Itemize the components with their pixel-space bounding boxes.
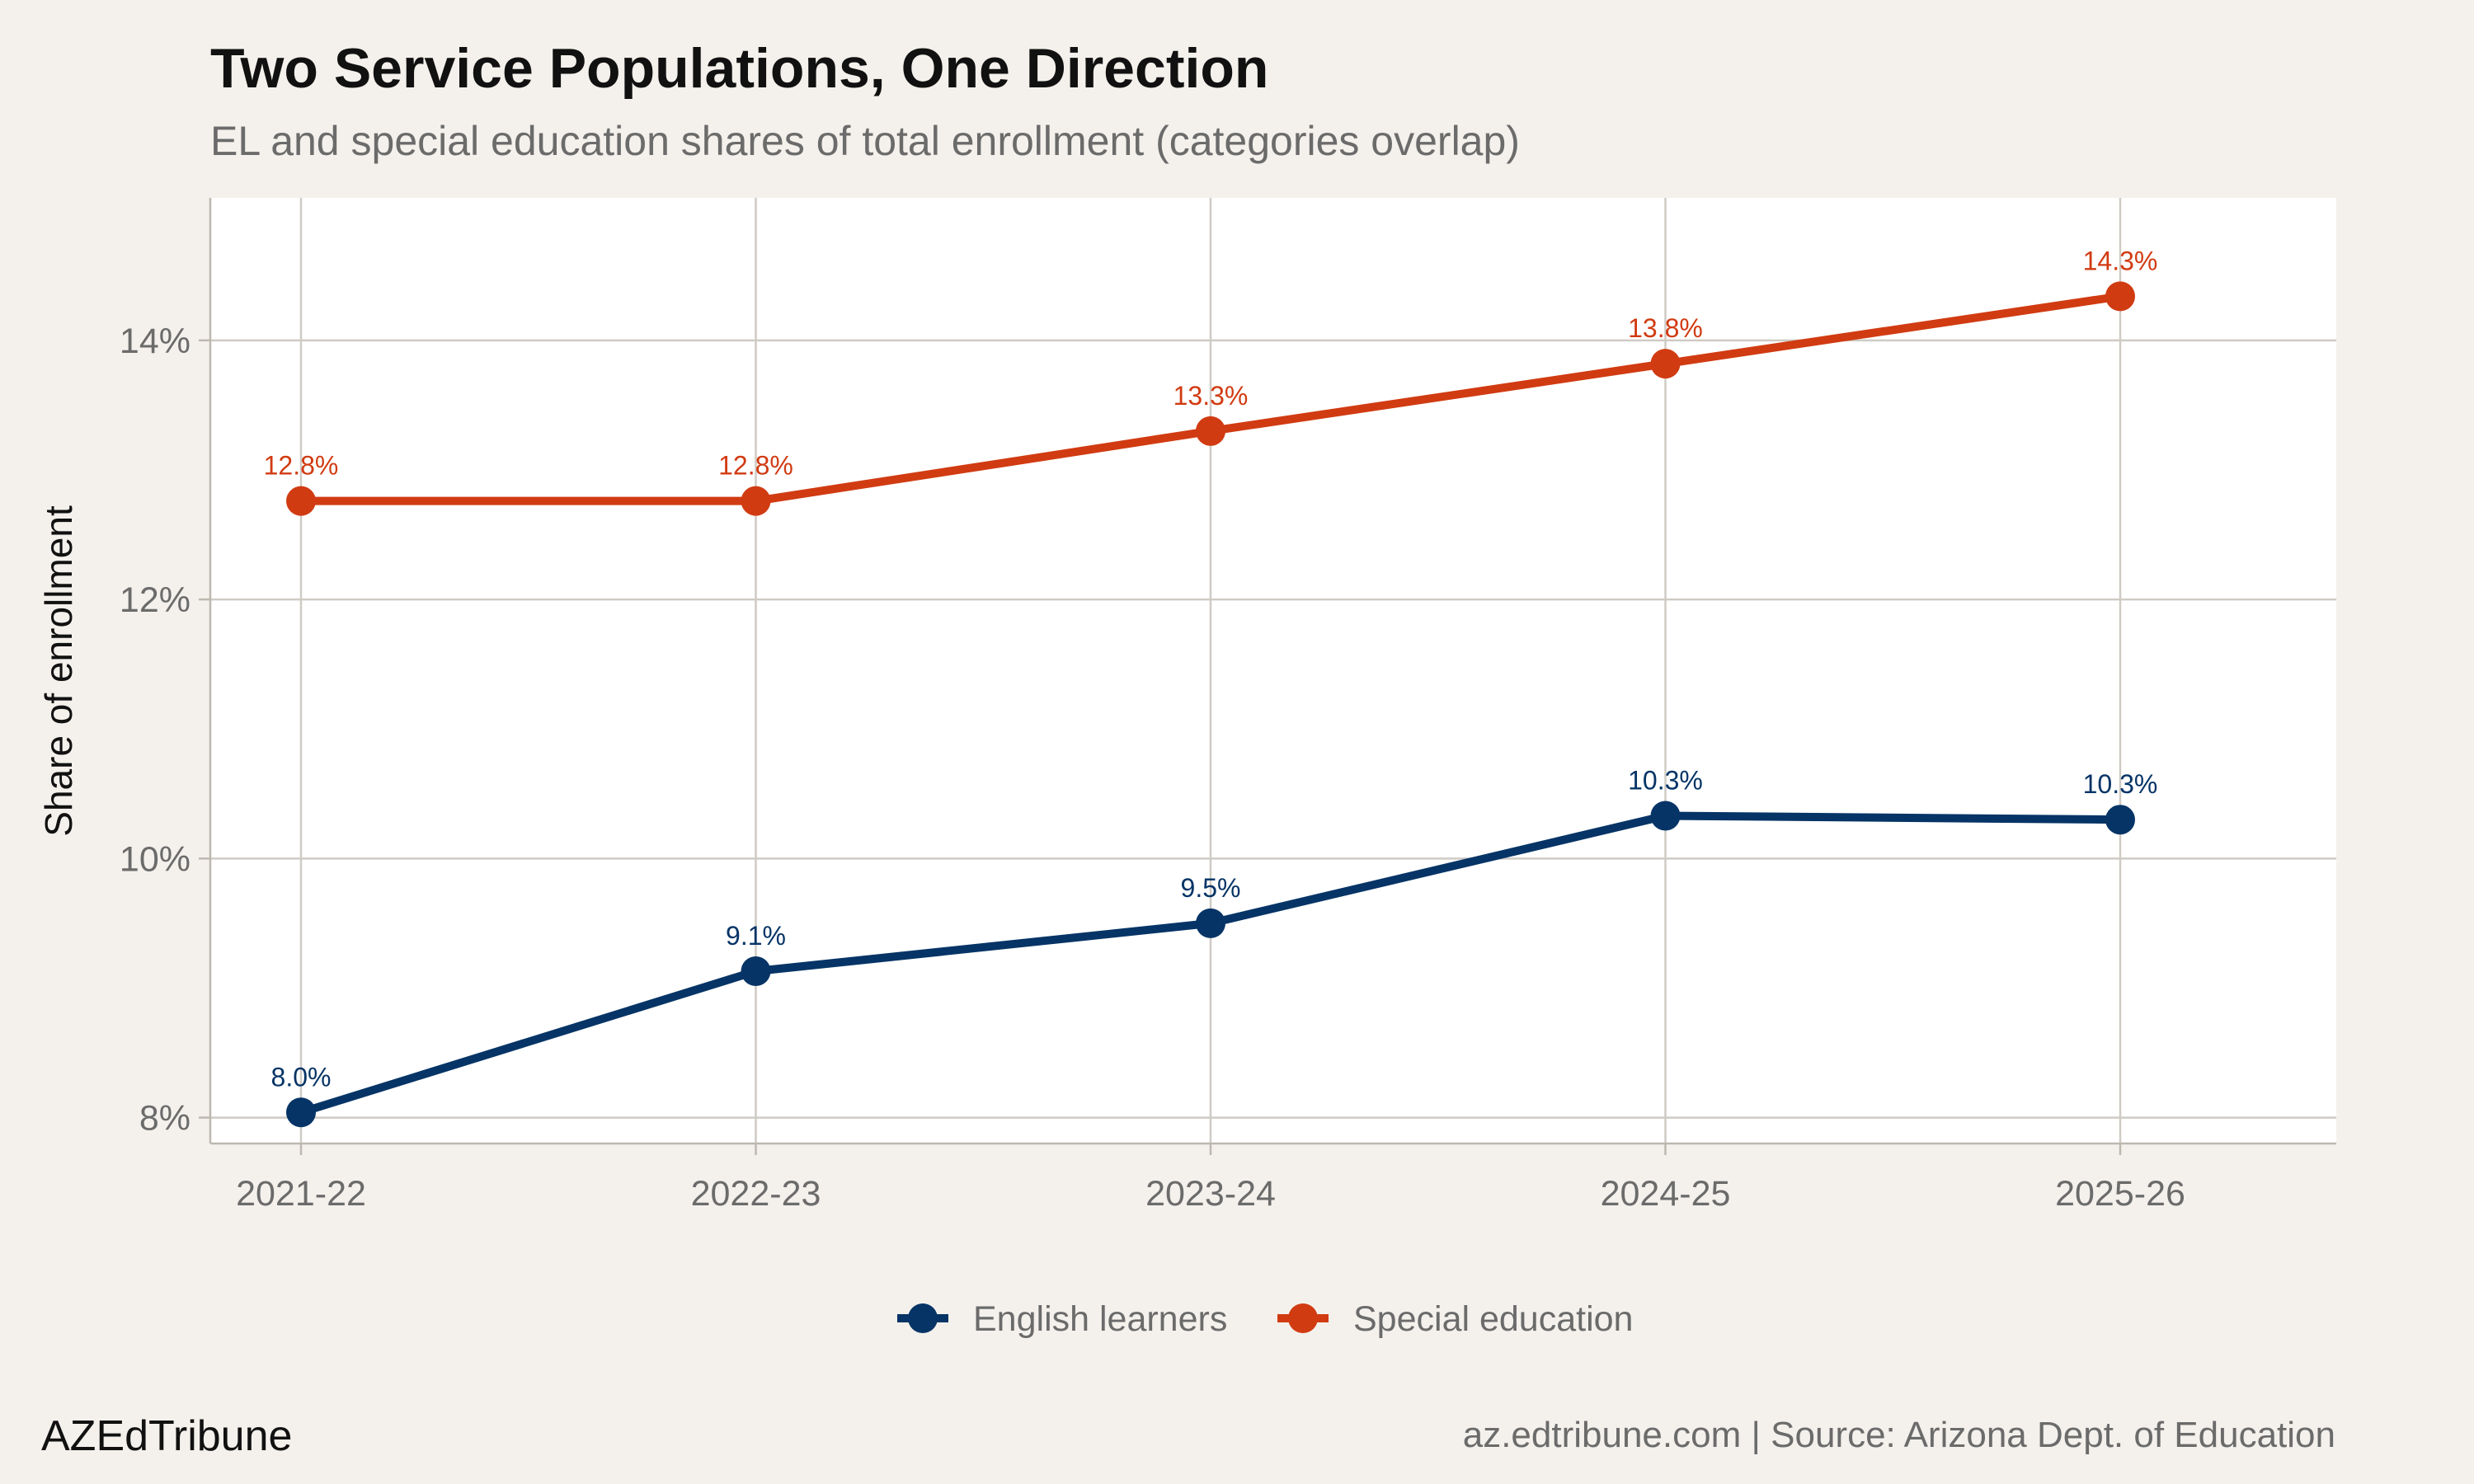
y-tick-label: 14% bbox=[120, 322, 190, 361]
x-tick-label: 2022-23 bbox=[691, 1174, 821, 1214]
data-point bbox=[1650, 801, 1681, 831]
legend-label: English learners bbox=[973, 1299, 1227, 1339]
x-tick-label: 2024-25 bbox=[1601, 1174, 1731, 1214]
legend-key-marker bbox=[908, 1303, 938, 1333]
x-tick-label: 2025-26 bbox=[2055, 1174, 2185, 1214]
data-label: 10.3% bbox=[2083, 769, 2158, 799]
data-point bbox=[1650, 349, 1681, 379]
x-tick-label: 2021-22 bbox=[236, 1174, 366, 1214]
data-point bbox=[286, 486, 316, 516]
y-tick-label: 10% bbox=[120, 839, 190, 879]
data-point bbox=[741, 486, 771, 516]
data-label: 9.1% bbox=[726, 921, 786, 951]
data-label: 14.3% bbox=[2083, 246, 2158, 275]
data-label: 8.0% bbox=[271, 1062, 332, 1092]
y-tick-label: 12% bbox=[120, 580, 190, 620]
data-label: 9.5% bbox=[1181, 873, 1241, 903]
data-point bbox=[1196, 908, 1225, 938]
source-credit: az.edtribune.com | Source: Arizona Dept.… bbox=[1462, 1415, 2335, 1455]
x-tick-label: 2023-24 bbox=[1145, 1174, 1276, 1214]
data-point bbox=[741, 956, 771, 987]
legend-label: Special education bbox=[1353, 1299, 1633, 1339]
data-label: 13.3% bbox=[1174, 381, 1249, 411]
data-point bbox=[1196, 416, 1225, 446]
data-label: 10.3% bbox=[1628, 765, 1703, 795]
data-label: 13.8% bbox=[1628, 313, 1703, 343]
data-point bbox=[286, 1097, 316, 1128]
chart-subtitle: EL and special education shares of total… bbox=[210, 118, 1520, 164]
data-label: 12.8% bbox=[718, 451, 793, 481]
plot-panel bbox=[210, 198, 2336, 1144]
data-label: 12.8% bbox=[264, 451, 339, 481]
brand-label: AZEdTribune bbox=[41, 1412, 293, 1460]
data-point bbox=[2105, 805, 2135, 835]
chart-title: Two Service Populations, One Direction bbox=[210, 37, 1269, 100]
y-axis-title: Share of enrollment bbox=[37, 505, 80, 837]
data-point bbox=[2105, 281, 2135, 312]
legend-key-marker bbox=[1288, 1303, 1318, 1333]
y-tick-label: 8% bbox=[139, 1099, 190, 1139]
